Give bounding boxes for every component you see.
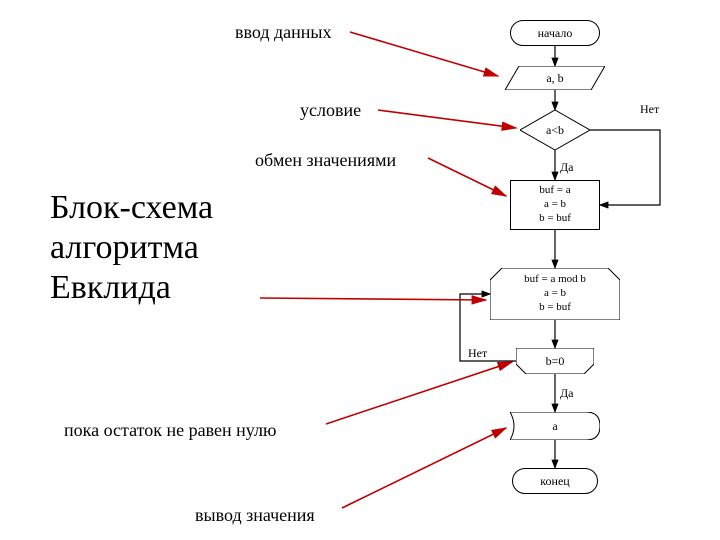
node-end: конец (512, 468, 598, 494)
edge-label-no-2: Нет (468, 346, 487, 361)
node-condition-label: a<b (520, 110, 590, 150)
annotation-while-zero: пока остаток не равен нулю (64, 420, 276, 441)
node-loop-top-label: buf = a mod b a = b b = buf (490, 268, 620, 320)
node-start: начало (510, 20, 600, 46)
node-output: a (510, 412, 600, 440)
annotation-input-data: ввод данных (235, 22, 332, 43)
node-start-label: начало (511, 21, 599, 45)
node-io-ab: a, b (505, 66, 605, 90)
edge-label-yes-1: Да (560, 160, 574, 175)
node-loop-bottom-label: b=0 (516, 348, 594, 374)
title-line-1: Блок-схема (50, 188, 213, 228)
node-end-label: конец (513, 469, 597, 493)
title-line-3: Евклида (50, 268, 213, 308)
diagram-title: Блок-схема алгоритма Евклида (50, 188, 213, 308)
node-loop-bottom: b=0 (516, 348, 594, 374)
node-io-ab-label: a, b (505, 66, 605, 90)
edge-label-no-1: Нет (640, 102, 659, 117)
diagram-stage: Блок-схема алгоритма Евклида ввод данных… (0, 0, 720, 540)
annotation-arrows (260, 32, 516, 508)
node-swap-label: buf = a a = b b = buf (511, 181, 599, 229)
node-output-label: a (510, 412, 600, 440)
node-condition: a<b (520, 110, 590, 150)
title-line-2: алгоритма (50, 228, 213, 268)
node-swap: buf = a a = b b = buf (510, 180, 600, 230)
edge-label-yes-2: Да (560, 386, 574, 401)
node-loop-top: buf = a mod b a = b b = buf (490, 268, 620, 320)
annotation-condition: условие (300, 100, 361, 121)
annotation-swap: обмен значениями (255, 150, 396, 171)
annotation-output-value: вывод значения (195, 505, 315, 526)
